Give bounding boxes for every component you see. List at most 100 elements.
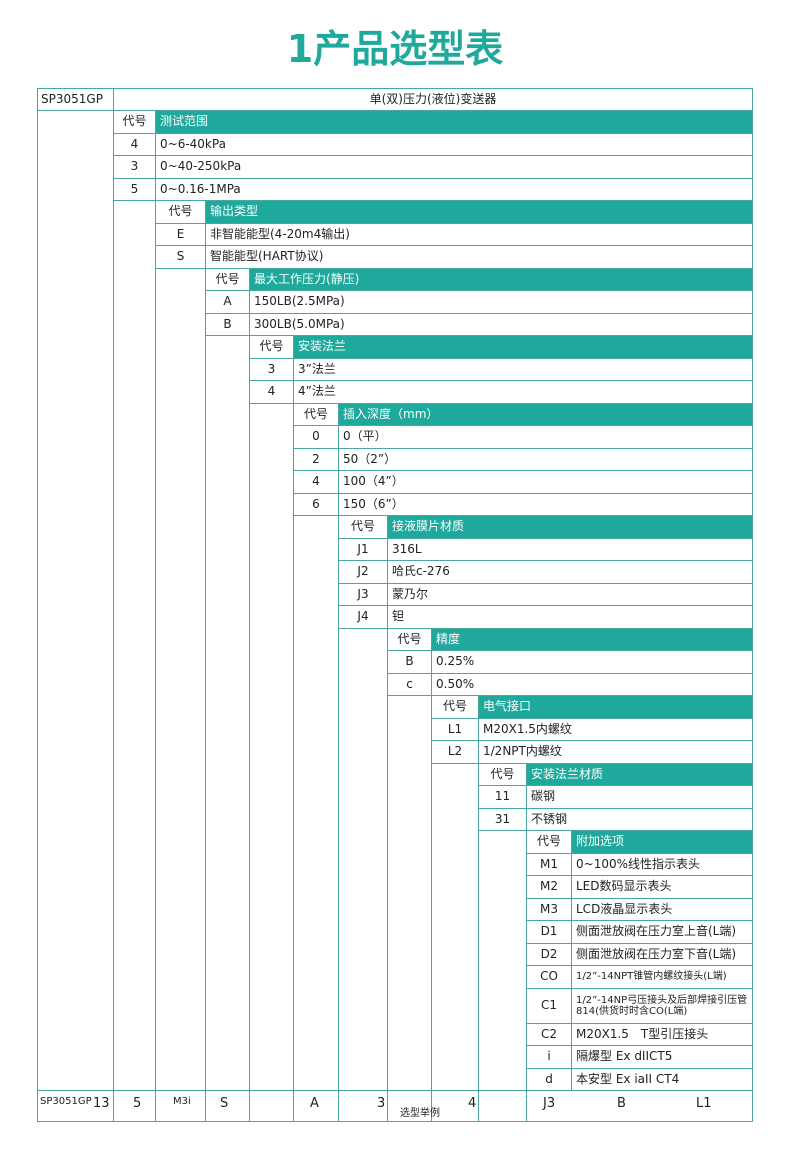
code-cell: i — [526, 1045, 572, 1069]
example-item: J3 — [543, 1096, 556, 1111]
example-item: 4 — [468, 1096, 477, 1111]
section-header: 安装法兰 — [293, 335, 753, 359]
desc-cell: 智能能型(HART协议) — [205, 245, 753, 269]
code-header: 代号 — [526, 830, 572, 854]
example-item: A — [310, 1096, 319, 1111]
code-cell: J1 — [338, 537, 388, 561]
code-cell: 3 — [113, 155, 156, 179]
v-line — [249, 335, 250, 1122]
section-header: 电气接口 — [478, 695, 753, 719]
desc-cell: 0~40-250kPa — [155, 155, 753, 179]
code-cell: 4 — [113, 132, 156, 156]
code-cell: 0 — [293, 425, 339, 449]
code-header: 代号 — [478, 762, 527, 786]
code-cell: 4 — [249, 380, 294, 404]
section-header: 接液膜片材质 — [387, 515, 753, 539]
example-item: S — [220, 1096, 229, 1111]
v-line — [155, 200, 156, 1122]
code-cell: M1 — [526, 852, 572, 876]
desc-cell: 150LB(2.5MPa) — [249, 290, 753, 314]
section-header: 附加选项 — [571, 830, 753, 854]
desc-cell: 非智能能型(4-20m4输出) — [205, 222, 753, 246]
code-cell: 6 — [293, 492, 339, 516]
desc-cell: 0.50% — [431, 672, 753, 696]
code-cell: 11 — [478, 785, 527, 809]
code-cell: CO — [526, 965, 572, 989]
example-item: SP3051GP — [40, 1096, 92, 1107]
v-line — [431, 695, 432, 1122]
example-item: B — [617, 1096, 626, 1111]
desc-cell: 4”法兰 — [293, 380, 753, 404]
example-item: 3 — [377, 1096, 386, 1111]
section-header: 插入深度（mm） — [338, 402, 753, 426]
desc-cell: 50（2”） — [338, 447, 753, 471]
code-cell: 5 — [113, 177, 156, 201]
desc-cell: 哈氏c-276 — [387, 560, 753, 584]
code-cell: B — [387, 650, 432, 674]
code-cell: 3 — [249, 357, 294, 381]
desc-cell: 侧面泄放阀在压力室上音(L端) — [571, 920, 753, 944]
code-cell: L1 — [431, 717, 479, 741]
code-header: 代号 — [431, 695, 479, 719]
desc-cell: 3”法兰 — [293, 357, 753, 381]
section-header: 最大工作压力(静压) — [249, 267, 753, 291]
code-cell: 4 — [293, 470, 339, 494]
code-header: 代号 — [249, 335, 294, 359]
code-header: 代号 — [387, 627, 432, 651]
example-item: M3i — [173, 1096, 191, 1107]
desc-cell: 0~6-40kPa — [155, 132, 753, 156]
desc-cell: LED数码显示表头 — [571, 875, 753, 899]
model: SP3051GP — [37, 88, 114, 111]
desc-cell: 1/2”-14NPT锥管内螺纹接头(L端) — [571, 965, 753, 989]
desc-cell: 316L — [387, 537, 753, 561]
code-cell: 2 — [293, 447, 339, 471]
code-cell: J4 — [338, 605, 388, 629]
h-line — [37, 1090, 753, 1091]
desc-cell: 0.25% — [431, 650, 753, 674]
desc-cell: 0（平） — [338, 425, 753, 449]
v-line — [205, 267, 206, 1122]
code-cell: J3 — [338, 582, 388, 606]
desc-cell: 1/2NPT内螺纹 — [478, 740, 753, 764]
desc-cell: 隔爆型 Ex dIICT5 — [571, 1045, 753, 1069]
code-cell: D2 — [526, 942, 572, 966]
code-cell: S — [155, 245, 206, 269]
title: 1产品选型表 — [286, 27, 504, 71]
v-line — [293, 402, 294, 1122]
product: 单(双)压力(液位)变送器 — [113, 88, 753, 111]
desc-cell: M20X1.5内螺纹 — [478, 717, 753, 741]
desc-cell: M20X1.5 T型引压接头 — [571, 1022, 753, 1046]
example-item: 5 — [133, 1096, 142, 1111]
desc-cell: 钽 — [387, 605, 753, 629]
desc-cell: LCD液晶显示表头 — [571, 897, 753, 921]
code-header: 代号 — [113, 110, 156, 134]
code-header: 代号 — [293, 402, 339, 426]
code-cell: E — [155, 222, 206, 246]
desc-cell: 本安型 Ex iaII CT4 — [571, 1067, 753, 1091]
code-cell: d — [526, 1067, 572, 1091]
code-cell: D1 — [526, 920, 572, 944]
code-cell: M3 — [526, 897, 572, 921]
section-header: 精度 — [431, 627, 753, 651]
desc-cell: 侧面泄放阀在压力室下音(L端) — [571, 942, 753, 966]
section-header: 安装法兰材质 — [526, 762, 753, 786]
example-item: L1 — [696, 1096, 712, 1111]
desc-cell: 蒙乃尔 — [387, 582, 753, 606]
code-cell: c — [387, 672, 432, 696]
v-line — [113, 110, 114, 1122]
example-item: 选型举例 — [400, 1108, 440, 1119]
desc-cell: 碳钢 — [526, 785, 753, 809]
code-cell: C2 — [526, 1022, 572, 1046]
code-header: 代号 — [205, 267, 250, 291]
desc-cell: 0~0.16-1MPa — [155, 177, 753, 201]
code-cell: 31 — [478, 807, 527, 831]
v-line — [478, 762, 479, 1122]
desc-cell: 300LB(5.0MPa) — [249, 312, 753, 336]
example-item: 13 — [93, 1096, 110, 1111]
desc-cell: 0~100%线性指示表头 — [571, 852, 753, 876]
code-header: 代号 — [155, 200, 206, 224]
desc-cell: 不锈钢 — [526, 807, 753, 831]
section-header: 测试范围 — [155, 110, 753, 134]
code-cell: L2 — [431, 740, 479, 764]
